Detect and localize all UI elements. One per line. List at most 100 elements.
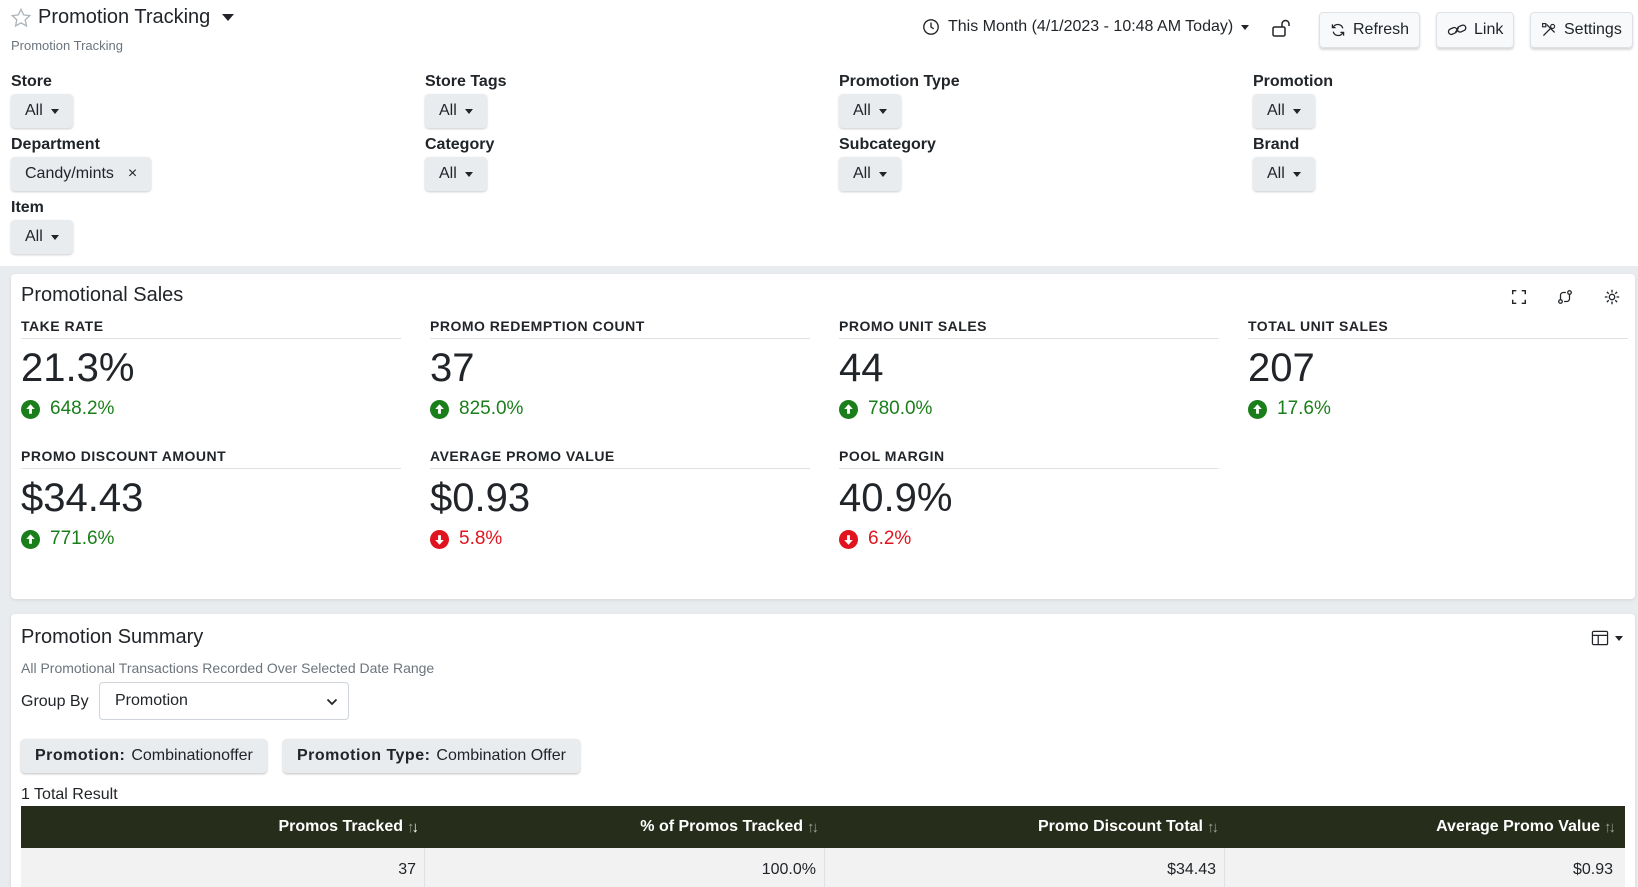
caret-down-icon: [878, 108, 887, 114]
item-filter-dropdown[interactable]: All: [11, 220, 73, 254]
arrow-up-circle-icon: [1248, 399, 1267, 419]
subcategory-filter-dropdown[interactable]: All: [839, 157, 901, 191]
department-filter-label: Department: [11, 136, 100, 153]
metric-value-promo-redemption-count: 37: [430, 346, 475, 390]
metric-divider: [21, 468, 401, 469]
caret-down-icon: [464, 171, 473, 177]
store-filter-label: Store: [11, 73, 52, 90]
metric-value-total-unit-sales: 207: [1248, 346, 1315, 390]
arrow-down-circle-icon: [839, 529, 858, 549]
metric-label-promo-unit-sales: PROMO UNIT SALES: [839, 318, 988, 334]
arrow-up-circle-icon: [430, 399, 449, 419]
promotion-filter-label: Promotion: [1253, 73, 1333, 90]
metric-change-promo-discount-amount: 771.6%: [21, 528, 114, 550]
arrow-up-circle-icon: [21, 529, 40, 549]
table-view-toggle[interactable]: [1591, 629, 1627, 647]
metric-change-average-promo-value: 5.8%: [430, 528, 502, 550]
title-row: Promotion Tracking: [10, 6, 235, 29]
settings-button[interactable]: Settings: [1530, 12, 1633, 48]
promotion-filter-dropdown[interactable]: All: [1253, 94, 1315, 128]
results-count: 1 Total Result: [21, 786, 118, 803]
store-tags-filter-value: All: [439, 102, 457, 119]
metric-change-total-unit-sales: 17.6%: [1248, 398, 1331, 420]
category-filter-label: Category: [425, 136, 495, 153]
metric-change-pool-margin: 6.2%: [839, 528, 911, 550]
group-by-select[interactable]: Promotion: [99, 682, 349, 720]
brand-filter-label: Brand: [1253, 136, 1300, 153]
metric-label-promo-redemption-count: PROMO REDEMPTION COUNT: [430, 318, 645, 334]
caret-down-icon: [1292, 171, 1301, 177]
metric-change-value: 825.0%: [459, 398, 524, 419]
brand-filter-dropdown[interactable]: All: [1253, 157, 1315, 191]
store-filter-dropdown[interactable]: All: [11, 94, 73, 128]
refresh-button[interactable]: Refresh: [1319, 12, 1421, 48]
date-range-text: This Month (4/1/2023 - 10:48 AM Today): [948, 18, 1234, 35]
sort-icon[interactable]: ↑↓: [1604, 818, 1616, 836]
promotion-summary-title: Promotion Summary: [21, 626, 204, 648]
filters-panel: Promotion Tracking Promotion Tracking Th…: [0, 0, 1638, 266]
column-header-promos-tracked[interactable]: Promos Tracked ↑↓: [21, 806, 420, 848]
table-icon: [1591, 630, 1609, 646]
gear-icon[interactable]: [1603, 288, 1621, 306]
item-filter-value: All: [25, 228, 43, 245]
table-cell: $34.43: [1167, 861, 1216, 878]
date-range-picker[interactable]: This Month (4/1/2023 - 10:48 AM Today): [922, 18, 1250, 36]
metric-value-promo-unit-sales: 44: [839, 346, 884, 390]
promotion-chip[interactable]: Promotion: Combinationoffer: [21, 739, 267, 773]
chip-value: Combinationoffer: [131, 747, 253, 764]
metric-value-take-rate: 21.3%: [21, 346, 135, 390]
table-cell: $0.93: [1572, 861, 1613, 878]
chip-key: Promotion:: [35, 747, 126, 764]
promotional-sales-title: Promotional Sales: [21, 284, 184, 306]
metric-divider: [430, 338, 810, 339]
remove-filter-icon[interactable]: ×: [127, 165, 138, 182]
promotion-type-filter-dropdown[interactable]: All: [839, 94, 901, 128]
sort-icon[interactable]: ↑↓: [407, 818, 419, 836]
department-filter-value: Candy/mints: [25, 165, 114, 182]
caret-down-icon: [50, 108, 59, 114]
metric-change-value: 17.6%: [1277, 398, 1331, 419]
column-header-label: % of Promos Tracked: [640, 818, 803, 835]
item-filter-label: Item: [11, 199, 44, 216]
metric-divider: [1248, 338, 1628, 339]
metric-change-value: 648.2%: [50, 398, 115, 419]
store-tags-filter-label: Store Tags: [425, 73, 507, 90]
metric-divider: [21, 338, 401, 339]
metric-value-promo-discount-amount: $34.43: [21, 476, 144, 520]
metric-change-promo-redemption-count: 825.0%: [430, 398, 523, 420]
star-icon[interactable]: [10, 7, 32, 29]
caret-down-icon: [50, 234, 59, 240]
department-filter-dropdown[interactable]: Candy/mints ×: [11, 157, 152, 191]
metric-label-take-rate: TAKE RATE: [21, 318, 104, 334]
promotion-summary-card: Promotion Summary All Promotional Transa…: [11, 614, 1635, 887]
metric-label-total-unit-sales: TOTAL UNIT SALES: [1248, 318, 1389, 334]
table-cell: 37: [398, 861, 416, 878]
column-header-average-promo-value[interactable]: Average Promo Value ↑↓: [21, 806, 1616, 848]
metric-divider: [430, 468, 810, 469]
title-dropdown-icon[interactable]: [222, 14, 235, 21]
store-tags-filter-dropdown[interactable]: All: [425, 94, 487, 128]
link-button[interactable]: Link: [1436, 12, 1515, 48]
metric-divider: [839, 468, 1219, 469]
column-divider: [1224, 848, 1225, 887]
table-row[interactable]: 37 100.0% $34.43 $0.93: [21, 848, 1625, 887]
link-icon: [1447, 24, 1467, 36]
metric-change-promo-unit-sales: 780.0%: [839, 398, 932, 420]
metric-label-promo-discount-amount: PROMO DISCOUNT AMOUNT: [21, 448, 227, 464]
subcategory-filter-value: All: [853, 165, 871, 182]
metric-value-pool-margin: 40.9%: [839, 476, 953, 520]
caret-down-icon: [878, 171, 887, 177]
promotion-type-chip[interactable]: Promotion Type: Combination Offer: [283, 739, 580, 773]
unlock-icon[interactable]: [1271, 18, 1291, 38]
swap-icon[interactable]: [1556, 288, 1574, 306]
category-filter-dropdown[interactable]: All: [425, 157, 487, 191]
caret-down-icon: [1615, 635, 1623, 641]
arrow-up-circle-icon: [21, 399, 40, 419]
caret-down-icon: [464, 108, 473, 114]
column-header-label: Promos Tracked: [278, 818, 404, 835]
expand-icon[interactable]: [1510, 288, 1528, 306]
category-filter-value: All: [439, 165, 457, 182]
column-header-label: Average Promo Value: [1436, 818, 1600, 835]
metric-change-value: 6.2%: [868, 528, 912, 549]
chevron-down-icon: [326, 698, 338, 706]
